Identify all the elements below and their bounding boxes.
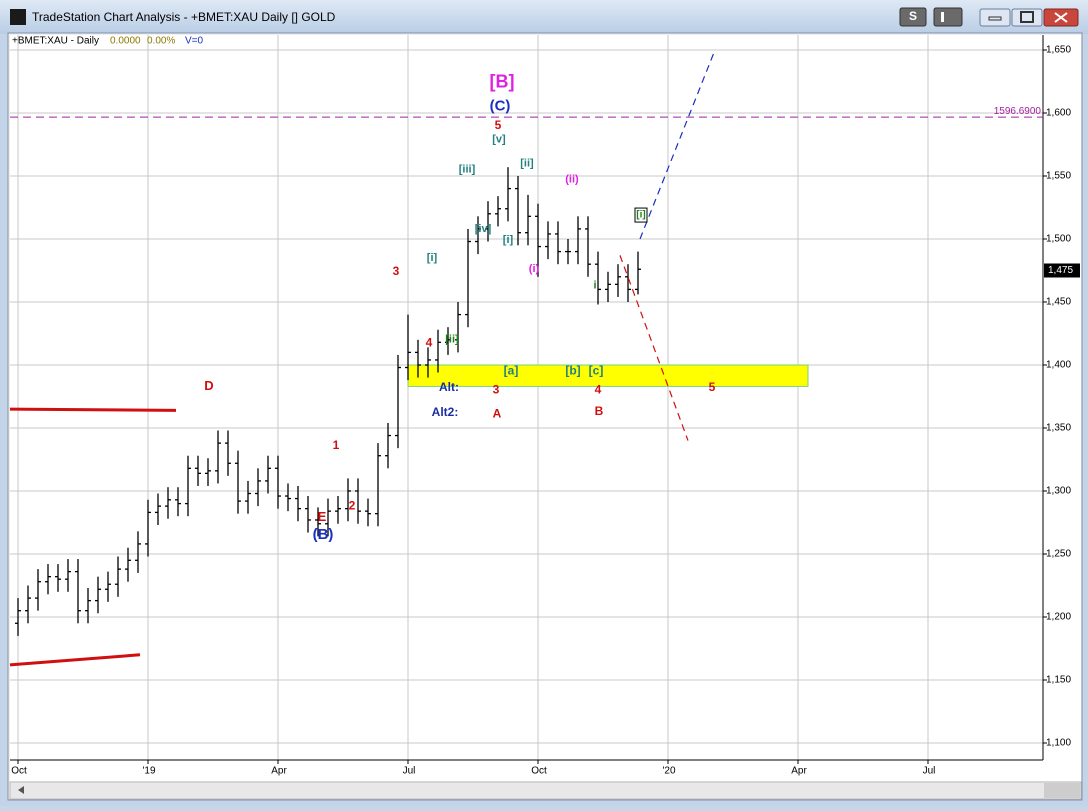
wave-label: [iii] — [459, 164, 476, 176]
i-button-icon — [941, 12, 944, 22]
scrollbar[interactable] — [9, 781, 1082, 800]
wave-label: A — [493, 406, 502, 420]
wave-label: (i) — [529, 263, 540, 275]
last-price-box — [1044, 263, 1080, 278]
date-axis — [10, 760, 1081, 781]
wave-label: [b] — [565, 363, 580, 377]
minimize-icon — [988, 16, 1002, 21]
trend-line — [619, 255, 689, 441]
volume: V=0 — [185, 36, 204, 47]
s-button-label[interactable]: S — [909, 9, 917, 23]
wave-label: Alt2: — [432, 405, 459, 419]
close-icon — [1054, 12, 1068, 23]
wave-label: [iv] — [475, 223, 492, 235]
y-tick-label: 1,150 — [1046, 675, 1071, 686]
trend-line — [9, 407, 177, 412]
wave-label: E — [318, 509, 327, 524]
wave-label: [c] — [589, 363, 604, 377]
x-tick-label: '19 — [142, 766, 155, 777]
wave-label: [i] — [636, 210, 645, 221]
x-tick-label: Oct — [531, 766, 547, 777]
y-tick-label: 1,200 — [1046, 612, 1071, 623]
wave-label: 5 — [495, 118, 502, 132]
wave-label: [ii] — [445, 334, 459, 346]
y-tick-label: 1,500 — [1046, 234, 1071, 245]
x-tick-label: Oct — [11, 766, 27, 777]
trend-line — [639, 49, 716, 240]
x-tick-label: Apr — [791, 766, 807, 777]
scrollbar-thumb[interactable] — [1044, 783, 1080, 798]
s-button[interactable] — [899, 7, 927, 27]
wave-label: 2 — [349, 498, 356, 512]
x-tick-label: '20 — [662, 766, 675, 777]
wave-label: (B) — [313, 526, 334, 543]
i-button[interactable] — [933, 7, 963, 27]
y-tick-label: 1,600 — [1046, 108, 1071, 119]
change-pct: 0.00% — [147, 36, 175, 47]
x-tick-label: Jul — [403, 766, 416, 777]
wave-label: 4 — [426, 336, 433, 350]
label-box — [634, 207, 648, 223]
wave-label: D — [204, 378, 213, 393]
wave-label: [a] — [504, 363, 519, 377]
maximize-button[interactable] — [1011, 8, 1043, 27]
y-tick-label: 1,250 — [1046, 549, 1071, 560]
wave-label: [ii] — [520, 157, 534, 169]
price-axis — [1043, 35, 1081, 760]
y-tick-label: 1,300 — [1046, 486, 1071, 497]
wave-label: 4 — [595, 382, 602, 396]
last-price-label: 1,475 — [1048, 265, 1073, 276]
wave-label: (ii) — [565, 174, 579, 186]
wave-label: Alt: — [439, 380, 459, 394]
y-tick-label: 1,400 — [1046, 360, 1071, 371]
y-tick-label: 1,100 — [1046, 738, 1071, 749]
level-label: 1596.6900 — [994, 106, 1042, 117]
wave-label: 3 — [393, 264, 400, 278]
y-tick-label: 1,350 — [1046, 423, 1071, 434]
wave-label: [i] — [427, 252, 438, 264]
wave-label: B — [595, 404, 604, 418]
wave-label: [v] — [492, 133, 506, 145]
window-title: TradeStation Chart Analysis - +BMET:XAU … — [32, 10, 336, 24]
plot: 1,100 1,150 1,200 1,250 1,300 1,350 1,400 1,450… — [9, 35, 1080, 777]
trend-line — [9, 653, 141, 667]
y-tick-label: 1,450 — [1046, 297, 1071, 308]
wave-label: 3 — [493, 382, 500, 396]
header: +BMET:XAU - Daily 0.0000 0.00% V=0 — [12, 36, 204, 47]
change: 0.0000 — [110, 36, 141, 47]
x-tick-label: Jul — [923, 766, 936, 777]
wave-label: [B] — [490, 72, 515, 92]
y-tick-label: 1,650 — [1046, 45, 1071, 56]
wave-label: i — [593, 280, 596, 292]
y-tick-label: 1,550 — [1046, 171, 1071, 182]
target-zone — [407, 364, 809, 387]
scroll-left[interactable] — [18, 786, 24, 794]
symbol: +BMET:XAU - Daily — [12, 36, 99, 47]
maximize-icon — [1020, 11, 1034, 23]
app-icon — [10, 9, 26, 25]
x-tick-label: Apr — [271, 766, 287, 777]
wave-label: 1 — [333, 438, 340, 452]
wave-label: [i] — [503, 234, 514, 246]
wave-label: (C) — [490, 98, 511, 115]
plot-area — [10, 35, 1043, 760]
wave-label: 5 — [709, 380, 716, 394]
